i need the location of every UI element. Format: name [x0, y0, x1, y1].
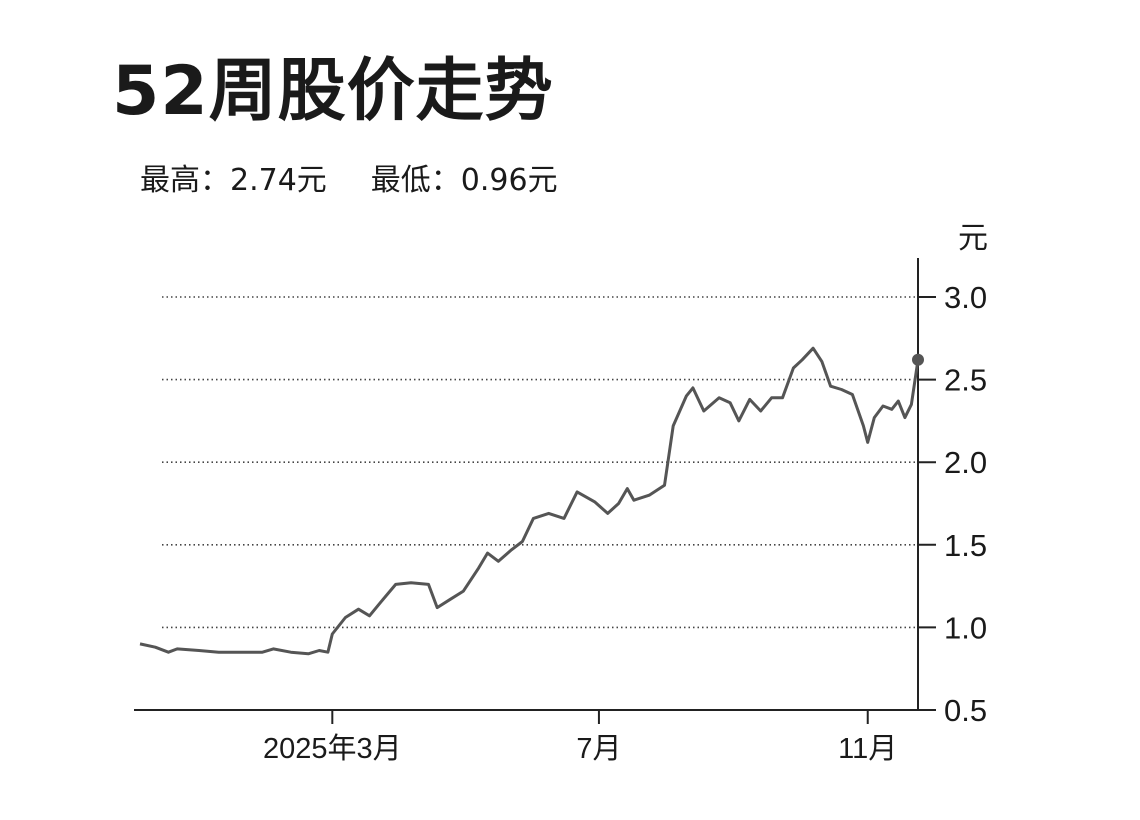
y-tick-label: 3.0 [944, 280, 987, 315]
low-value: 0.96元 [460, 163, 558, 198]
y-tick-label: 1.5 [944, 528, 987, 563]
y-tick-label: 2.5 [944, 363, 987, 398]
low-stat: 最低：0.96元 [371, 166, 558, 196]
chart-title: 52周股价走势 [112, 52, 554, 131]
price-series-line [139, 346, 920, 656]
high-label: 最高： [140, 163, 230, 198]
price-stats: 最高：2.74元 最低：0.96元 [140, 166, 558, 196]
y-tick-label: 1.0 [944, 610, 987, 645]
x-tick-label: 7月 [576, 733, 621, 765]
x-tick-label: 11月 [838, 733, 897, 765]
y-tick-label: 2.0 [944, 445, 987, 480]
low-label: 最低： [370, 163, 461, 198]
high-stat: 最高：2.74元 [140, 166, 327, 196]
y-axis-unit: 元 [958, 222, 988, 255]
y-tick-label: 0.5 [944, 693, 987, 728]
latest-price-marker [912, 353, 924, 366]
series [139, 346, 924, 656]
grid-lines [162, 296, 918, 629]
x-tick-label: 2025年3月 [263, 732, 402, 765]
axes: 元 [134, 222, 988, 711]
ticks: 3.0 2.5 2.0 1.5 1.0 0.5 2025年3月 7月 11月 [263, 280, 987, 765]
high-value: 2.74元 [230, 163, 327, 198]
